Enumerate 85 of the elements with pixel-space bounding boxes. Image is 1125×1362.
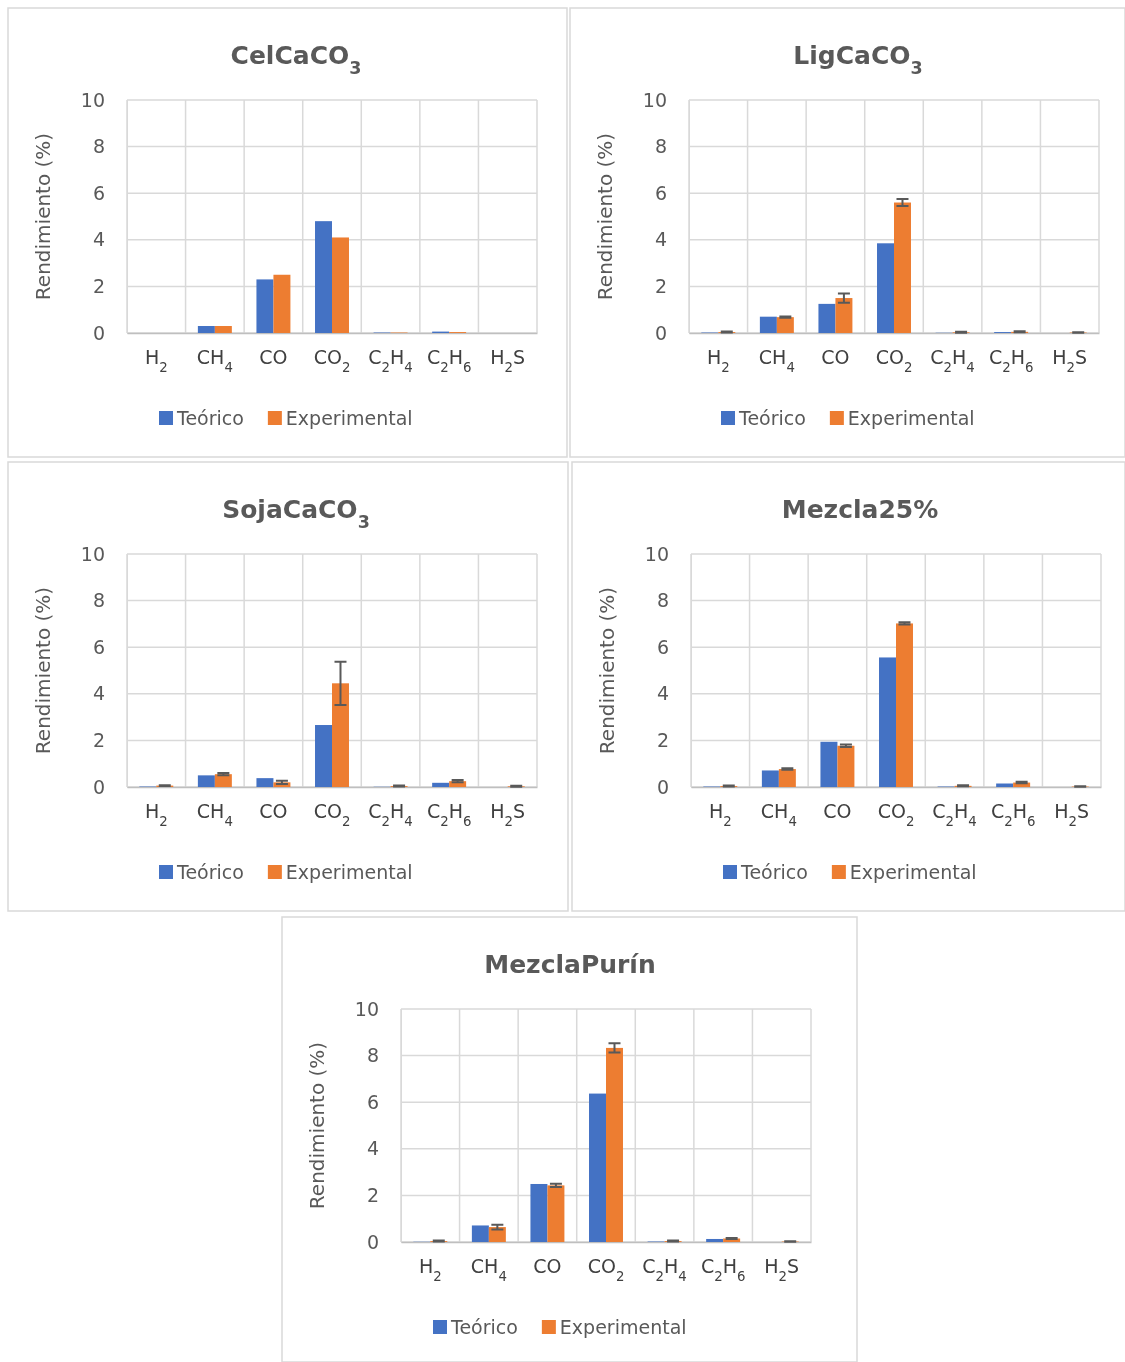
x-tick-label: CO$_{2}$ [875, 346, 913, 375]
x-tick-label: CO [533, 1255, 562, 1278]
y-tick-label: 2 [92, 274, 105, 297]
y-tick-label: 0 [92, 775, 105, 798]
y-tick-label: 6 [656, 635, 669, 658]
chart-title: MezclaPurín [484, 950, 656, 979]
x-tick-label: H$_{2}$ [708, 800, 732, 829]
x-tick-label: H$_{2}$ [144, 346, 168, 375]
x-tick-label: CO [823, 800, 852, 823]
y-tick-label: 6 [92, 181, 105, 204]
y-tick-label: 2 [656, 728, 669, 751]
legend-label: Teórico [740, 861, 808, 883]
y-tick-label: 8 [366, 1044, 379, 1067]
y-tick-label: 0 [366, 1230, 379, 1253]
y-tick-label: 0 [656, 775, 669, 798]
x-tick-label: H$_{2}$S [1052, 346, 1088, 375]
x-tick-label: C$_{2}$H$_{4}$ [368, 346, 413, 375]
legend-label: Teórico [176, 407, 244, 429]
legend-label: Experimental [559, 1316, 687, 1338]
x-tick-label: CO$_{2}$ [587, 1255, 625, 1284]
x-tick-label: CH$_{4}$ [760, 800, 797, 829]
y-axis-title: Rendimiento (%) [593, 132, 617, 301]
legend-label: Teórico [176, 861, 244, 883]
x-tick-label: CO$_{2}$ [313, 346, 351, 375]
y-axis-title: Rendimiento (%) [305, 1041, 329, 1210]
y-tick-label: 6 [654, 181, 667, 204]
x-tick-label: H$_{2}$ [706, 346, 730, 375]
legend-label: Teórico [450, 1316, 518, 1338]
legend-label: Experimental [847, 407, 975, 429]
y-tick-label: 8 [92, 589, 105, 612]
x-tick-label: CO [259, 800, 288, 823]
y-tick-label: 2 [366, 1183, 379, 1206]
x-tick-label: H$_{2}$S [1054, 800, 1090, 829]
y-tick-label: 10 [80, 542, 105, 565]
x-tick-label: CH$_{4}$ [470, 1255, 507, 1284]
x-tick-label: H$_{2}$S [490, 346, 526, 375]
y-tick-label: 10 [644, 542, 669, 565]
legend-label: Teórico [738, 407, 806, 429]
chart-title: LigCaCO$_{3}$ [793, 41, 923, 78]
chart-title: Mezcla25% [781, 495, 939, 524]
y-tick-label: 10 [80, 88, 105, 111]
y-tick-label: 6 [366, 1090, 379, 1113]
y-tick-label: 0 [654, 321, 667, 344]
y-tick-label: 8 [656, 589, 669, 612]
x-tick-label: C$_{2}$H$_{6}$ [426, 800, 472, 829]
x-tick-label: CO$_{2}$ [313, 800, 351, 829]
y-tick-label: 10 [354, 997, 379, 1020]
y-tick-label: 2 [654, 274, 667, 297]
x-tick-label: H$_{2}$S [764, 1255, 800, 1284]
y-tick-label: 4 [656, 682, 669, 705]
x-tick-label: H$_{2}$ [144, 800, 168, 829]
chart-title: SojaCaCO$_{3}$ [222, 495, 370, 532]
y-tick-label: 4 [654, 228, 667, 251]
y-axis-title: Rendimiento (%) [31, 132, 55, 301]
y-tick-label: 4 [366, 1137, 379, 1160]
legend-label: Experimental [849, 861, 977, 883]
y-tick-label: 0 [92, 321, 105, 344]
x-tick-label: C$_{2}$H$_{6}$ [990, 800, 1036, 829]
x-tick-label: CH$_{4}$ [758, 346, 795, 375]
y-tick-label: 10 [642, 88, 667, 111]
y-tick-label: 2 [92, 728, 105, 751]
x-tick-label: C$_{2}$H$_{6}$ [426, 346, 472, 375]
x-tick-label: C$_{2}$H$_{4}$ [368, 800, 413, 829]
y-axis-title: Rendimiento (%) [31, 586, 55, 755]
x-tick-label: C$_{2}$H$_{4}$ [930, 346, 975, 375]
x-tick-label: H$_{2}$S [490, 800, 526, 829]
x-tick-label: H$_{2}$ [418, 1255, 442, 1284]
y-axis-title: Rendimiento (%) [595, 586, 619, 755]
y-tick-label: 4 [92, 682, 105, 705]
x-tick-label: C$_{2}$H$_{6}$ [700, 1255, 746, 1284]
x-tick-label: CO [821, 346, 850, 369]
y-tick-label: 8 [654, 135, 667, 158]
y-tick-label: 6 [92, 635, 105, 658]
x-tick-label: CH$_{4}$ [196, 346, 233, 375]
x-tick-label: CO [259, 346, 288, 369]
legend-label: Experimental [285, 861, 413, 883]
x-tick-label: C$_{2}$H$_{6}$ [988, 346, 1034, 375]
x-tick-label: C$_{2}$H$_{4}$ [642, 1255, 687, 1284]
chart-title: CelCaCO$_{3}$ [230, 41, 362, 78]
x-tick-label: CO$_{2}$ [877, 800, 915, 829]
y-tick-label: 4 [92, 228, 105, 251]
y-tick-label: 8 [92, 135, 105, 158]
x-tick-label: CH$_{4}$ [196, 800, 233, 829]
x-tick-label: C$_{2}$H$_{4}$ [932, 800, 977, 829]
legend-label: Experimental [285, 407, 413, 429]
